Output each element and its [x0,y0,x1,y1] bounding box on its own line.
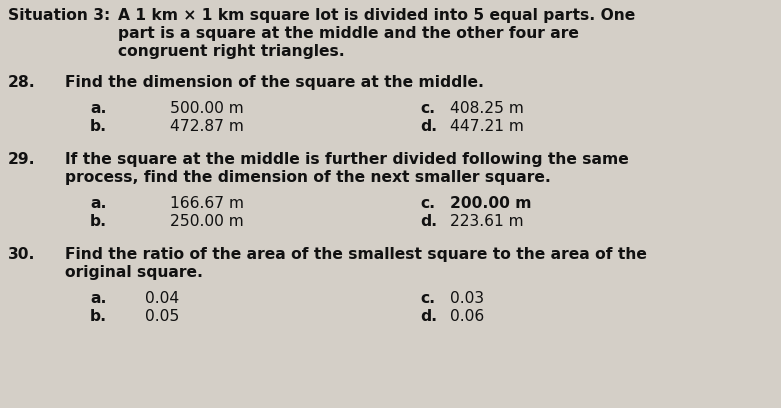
Text: 0.05: 0.05 [145,309,180,324]
Text: 30.: 30. [8,247,35,262]
Text: b.: b. [90,309,107,324]
Text: 472.87 m: 472.87 m [170,119,244,134]
Text: d.: d. [420,119,437,134]
Text: 0.03: 0.03 [450,291,484,306]
Text: 200.00 m: 200.00 m [450,196,532,211]
Text: 408.25 m: 408.25 m [450,101,524,116]
Text: 28.: 28. [8,75,36,90]
Text: a.: a. [90,101,106,116]
Text: 29.: 29. [8,152,36,167]
Text: 223.61 m: 223.61 m [450,214,523,229]
Text: 500.00 m: 500.00 m [170,101,244,116]
Text: b.: b. [90,214,107,229]
Text: 250.00 m: 250.00 m [170,214,244,229]
Text: Situation 3:: Situation 3: [8,8,110,23]
Text: a.: a. [90,291,106,306]
Text: c.: c. [420,291,435,306]
Text: Find the dimension of the square at the middle.: Find the dimension of the square at the … [65,75,484,90]
Text: d.: d. [420,214,437,229]
Text: c.: c. [420,101,435,116]
Text: b.: b. [90,119,107,134]
Text: c.: c. [420,196,435,211]
Text: 0.06: 0.06 [450,309,484,324]
Text: If the square at the middle is further divided following the same: If the square at the middle is further d… [65,152,629,167]
Text: Find the ratio of the area of the smallest square to the area of the: Find the ratio of the area of the smalle… [65,247,647,262]
Text: A 1 km × 1 km square lot is divided into 5 equal parts. One: A 1 km × 1 km square lot is divided into… [118,8,635,23]
Text: congruent right triangles.: congruent right triangles. [118,44,344,59]
Text: 447.21 m: 447.21 m [450,119,524,134]
Text: 0.04: 0.04 [145,291,180,306]
Text: original square.: original square. [65,265,203,280]
Text: a.: a. [90,196,106,211]
Text: d.: d. [420,309,437,324]
Text: part is a square at the middle and the other four are: part is a square at the middle and the o… [118,26,579,41]
Text: process, find the dimension of the next smaller square.: process, find the dimension of the next … [65,170,551,185]
Text: 166.67 m: 166.67 m [170,196,244,211]
